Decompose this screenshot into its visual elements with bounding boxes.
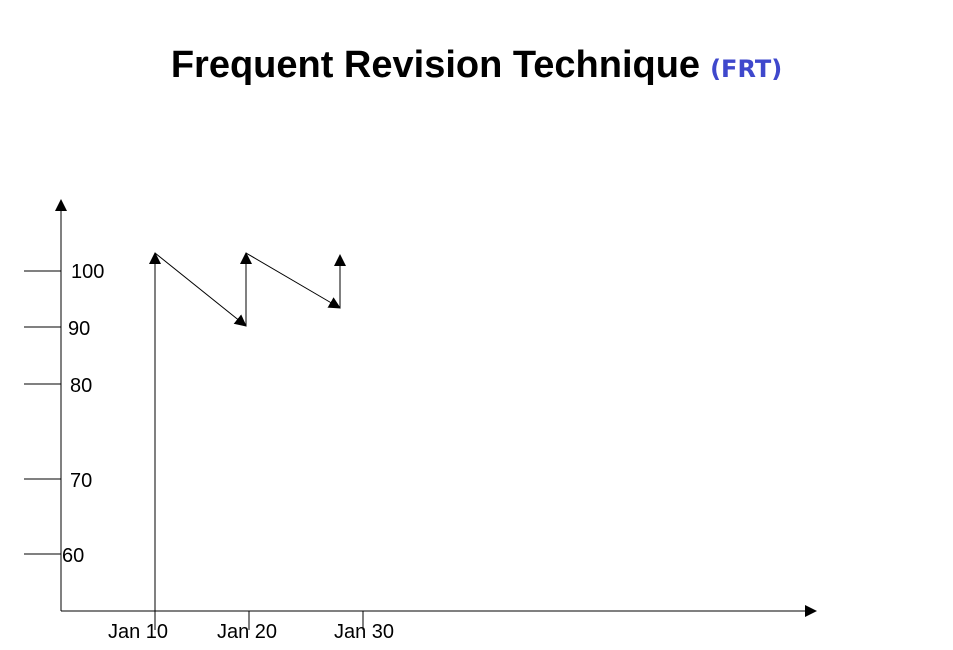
x-tick-label-jan-10: Jan 10 [108,621,168,643]
y-tick-label-70: 70 [70,470,92,492]
x-tick-label-jan-20: Jan 20 [217,621,277,643]
chart-title: Frequent Revision Technique (FRT) [0,44,953,87]
chart-title-main: Frequent Revision Technique [170,44,701,86]
decay-arrow-2 [245,252,341,309]
y-tick-label-100: 100 [71,261,104,283]
y-tick-label-90: 90 [68,318,90,340]
y-tick-label-80: 80 [70,375,92,397]
decay-arrow-1 [154,252,247,327]
y-tick-label-60: 60 [62,545,84,567]
x-tick-label-jan-30: Jan 30 [334,621,394,643]
chart-title-abbr: (FRT) [710,55,783,83]
